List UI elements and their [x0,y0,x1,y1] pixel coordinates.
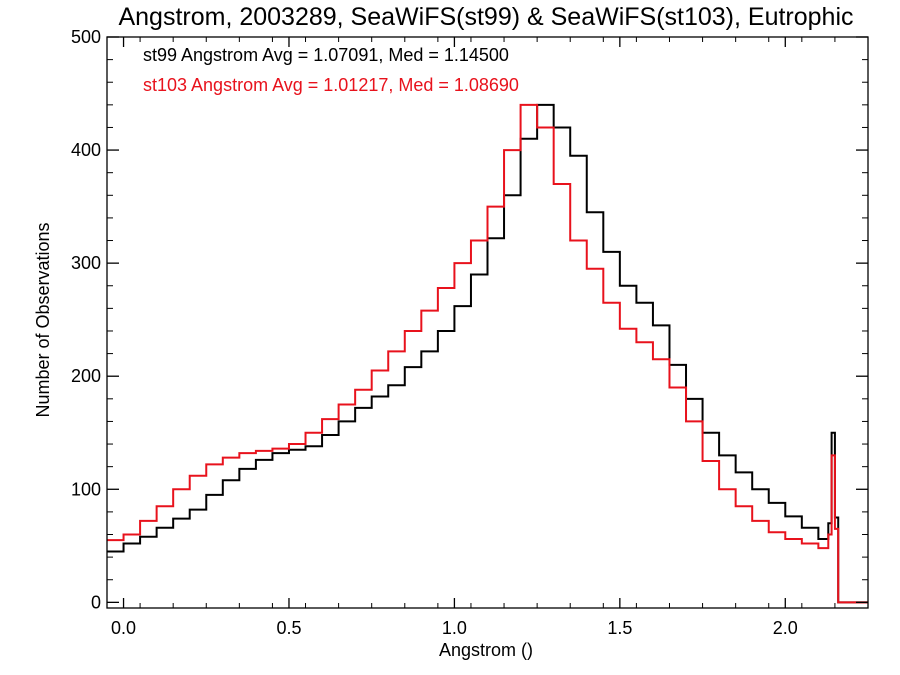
y-tick-label: 100 [71,479,101,499]
y-tick-label: 500 [71,27,101,47]
annotation-st103: st103 Angstrom Avg = 1.01217, Med = 1.08… [143,75,519,95]
ticks-layer: 0.0 0.5 1.0 1.5 2.0 0 100 200 300 400 500 [71,27,869,638]
series-layer [107,103,868,604]
x-tick-label: 1.0 [442,618,467,638]
series-line-0 [107,103,868,604]
y-tick-label: 0 [91,592,101,612]
y-tick-label: 200 [71,366,101,386]
x-tick-label: 0.5 [276,618,301,638]
plot-frame [106,36,869,609]
x-tick-label: 2.0 [773,618,798,638]
x-axis-label: Angstrom () [439,640,533,660]
y-tick-label: 300 [71,253,101,273]
x-tick-label: 1.5 [607,618,632,638]
chart-title: Angstrom, 2003289, SeaWiFS(st99) & SeaWi… [118,3,853,31]
series-line-1 [107,103,868,604]
y-axis-label: Number of Observations [33,222,53,417]
annotation-st99: st99 Angstrom Avg = 1.07091, Med = 1.145… [143,45,509,65]
y-tick-label: 400 [71,140,101,160]
x-tick-label: 0.0 [111,618,136,638]
